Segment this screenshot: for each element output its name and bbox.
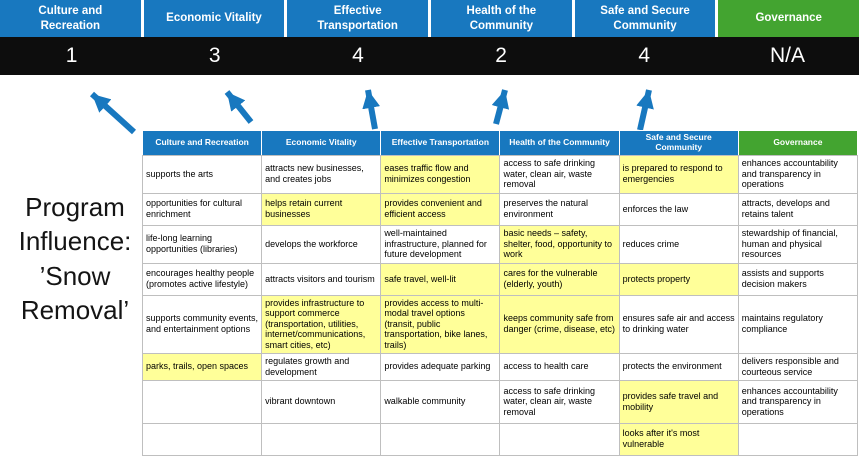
table-cell (499, 422, 620, 456)
table-row: parks, trails, open spaces regulates grow… (141, 352, 859, 381)
up-arrow-icon (636, 89, 654, 131)
table-cell: ensures safe air and access to drinking … (618, 294, 739, 354)
table-cell: provides infrastructure to support comme… (261, 294, 382, 354)
pillar-score-economic-vitality: 3 (208, 44, 221, 67)
table-row: supports community events, and entertain… (141, 294, 859, 354)
table-cell: provides safe travel and mobility (618, 379, 739, 424)
table-cell: opportunities for cultural enrichment (141, 192, 263, 226)
influence-table: Culture and Recreation Economic Vitality E… (141, 130, 859, 456)
table-cell: provides convenient and efficient access (380, 192, 501, 226)
table-cell: attracts new businesses, and creates job… (261, 154, 382, 194)
table-cell: provides access to multi-modal travel op… (380, 294, 501, 354)
table-cell (380, 422, 501, 456)
table-cell: vibrant downtown (261, 379, 382, 424)
table-cell: reduces crime (618, 224, 739, 264)
table-cell (261, 422, 382, 456)
table-row: supports the arts attracts new businesses… (141, 154, 859, 194)
table-cell: eases traffic flow and minimizes congest… (380, 154, 501, 194)
table-header-safe-and-secure-community: Safe and Secure Community (618, 130, 739, 156)
up-arrow-icon (224, 90, 254, 124)
table-cell: access to safe drinking water, clean air… (499, 379, 620, 424)
table-cell: well-maintained infrastructure, planned … (380, 224, 501, 264)
table-cell: attracts visitors and tourism (261, 262, 382, 296)
table-cell: maintains regulatory compliance (737, 294, 859, 354)
pillar-box-economic-vitality: Economic Vitality (143, 0, 285, 37)
table-cell (737, 422, 859, 456)
score-bar: 1 3 4 2 4 N/A (0, 37, 859, 75)
table-cell: supports the arts (141, 154, 263, 194)
table-cell (141, 379, 263, 424)
table-header-row: Culture and Recreation Economic Vitality E… (141, 130, 859, 156)
pillar-score-governance: N/A (769, 44, 805, 67)
pillar-header-row: Culture and Recreation Economic Vitality E… (0, 0, 859, 37)
program-title: Program Influence: ’Snow Removal’ (18, 192, 132, 325)
table-cell: delivers responsible and courteous servi… (737, 352, 859, 381)
table-cell: helps retain current businesses (261, 192, 382, 226)
table-cell: basic needs – safety, shelter, food, opp… (499, 224, 620, 264)
pillar-score-effective-transportation: 4 (352, 44, 364, 67)
pillar-box-safe-and-secure-community: Safe and Secure Community (574, 0, 716, 37)
table-cell: keeps community safe from danger (crime,… (499, 294, 620, 354)
table-header-culture-and-recreation: Culture and Recreation (141, 130, 263, 156)
table-row: vibrant downtown walkable community access… (141, 379, 859, 424)
up-arrow-icon (89, 91, 137, 135)
table-cell (141, 422, 263, 456)
table-cell: provides adequate parking (380, 352, 501, 381)
table-cell: cares for the vulnerable (elderly, youth… (499, 262, 620, 296)
table-cell: access to safe drinking water, clean air… (499, 154, 620, 194)
table-cell: is prepared to respond to emergencies (618, 154, 739, 194)
table-cell: safe travel, well-lit (380, 262, 501, 296)
table-header-economic-vitality: Economic Vitality (261, 130, 382, 156)
table-cell: parks, trails, open spaces (141, 352, 263, 381)
table-cell: attracts, develops and retains talent (737, 192, 859, 226)
table-cell: access to health care (499, 352, 620, 381)
table-cell: life-long learning opportunities (librar… (141, 224, 263, 264)
table-cell: enforces the law (618, 192, 739, 226)
table-cell: enhances accountability and transparency… (737, 379, 859, 424)
table-cell: supports community events, and entertain… (141, 294, 263, 354)
up-arrow-icon (491, 89, 510, 125)
pillar-box-governance: Governance (718, 0, 859, 37)
pillar-box-culture-and-recreation: Culture and Recreation (0, 0, 141, 37)
table-cell: preserves the natural environment (499, 192, 620, 226)
table-cell: stewardship of financial, human and phys… (737, 224, 859, 264)
table-row: encourages healthy people (promotes acti… (141, 262, 859, 296)
table-cell: protects property (618, 262, 739, 296)
table-row: looks after it's most vulnerable (141, 422, 859, 456)
table-cell: encourages healthy people (promotes acti… (141, 262, 263, 296)
table-cell: assists and supports decision makers (737, 262, 859, 296)
table-cell: protects the environment (618, 352, 739, 381)
up-arrow-icon (362, 89, 381, 130)
pillar-score-culture-and-recreation: 1 (65, 44, 78, 67)
table-header-governance: Governance (737, 130, 859, 156)
table-row: life-long learning opportunities (librar… (141, 224, 859, 264)
pillar-score-health-of-the-community: 2 (495, 44, 507, 67)
table-row: opportunities for cultural enrichment hel… (141, 192, 859, 226)
table-header-effective-transportation: Effective Transportation (380, 130, 501, 156)
table-cell: walkable community (380, 379, 501, 424)
pillar-score-safe-and-secure-community: 4 (638, 44, 651, 67)
table-cell: regulates growth and development (261, 352, 382, 381)
table-header-health-of-the-community: Health of the Community (499, 130, 620, 156)
table-cell: looks after it's most vulnerable (618, 422, 739, 456)
table-cell: develops the workforce (261, 224, 382, 264)
pillar-box-effective-transportation: Effective Transportation (287, 0, 429, 37)
table-cell: enhances accountability and transparency… (737, 154, 859, 194)
pillar-box-health-of-the-community: Health of the Community (431, 0, 572, 37)
